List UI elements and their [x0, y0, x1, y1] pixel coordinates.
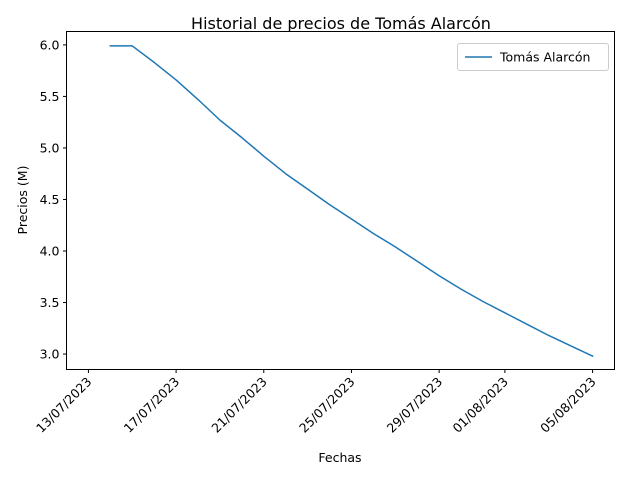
legend-box: [457, 43, 609, 71]
axes-frame: [66, 31, 615, 370]
y-tick-label: 4.0: [40, 243, 60, 258]
y-tick-label: 6.0: [40, 37, 60, 52]
y-tick-label: 5.0: [40, 140, 60, 155]
y-tick-label: 5.5: [40, 89, 60, 104]
y-tick-label: 3.5: [40, 295, 60, 310]
y-axis: 3.0 3.5 4.0 4.5 5.0 5.5 6.0: [40, 37, 67, 362]
x-axis-label: Fechas: [318, 450, 361, 465]
y-tick-label: 4.5: [40, 192, 60, 207]
legend-entry-tomas-alarcon: Tomás Alarcón: [499, 50, 590, 65]
series-line-tomas-alarcon: [109, 45, 594, 358]
legend: Tomás Alarcón: [457, 43, 609, 71]
y-axis-label: Precios (M): [15, 166, 30, 235]
y-tick-label: 3.0: [40, 347, 60, 362]
chart-title: Historial de precios de Tomás Alarcón: [191, 14, 491, 33]
